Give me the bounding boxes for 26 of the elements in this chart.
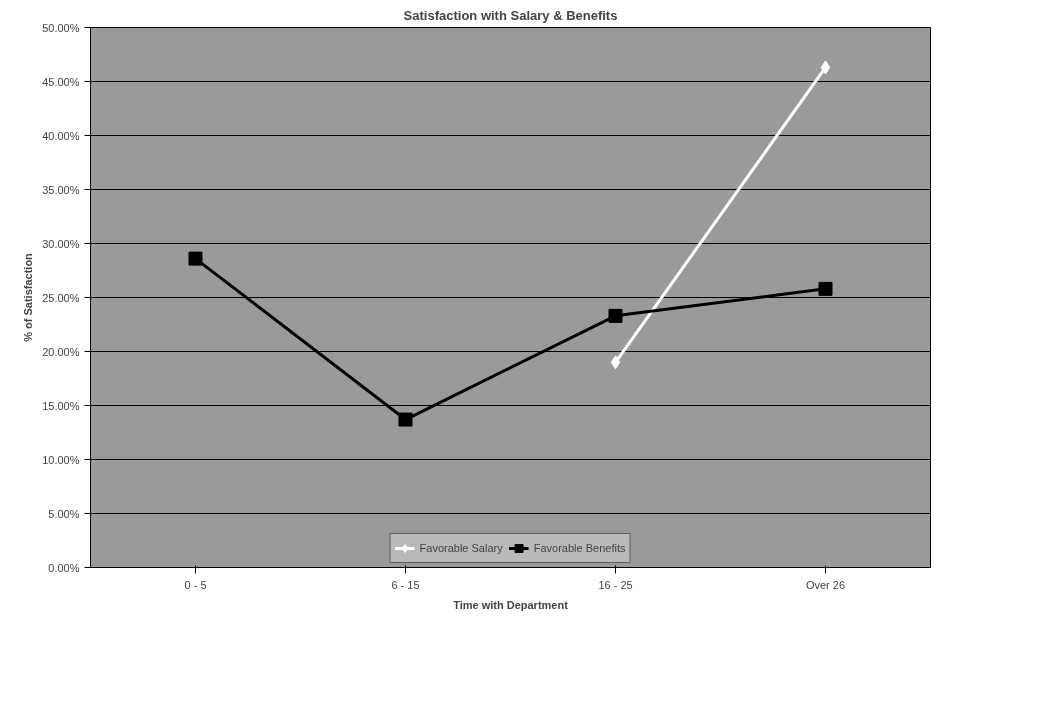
x-tick-label: 6 - 15 (391, 578, 420, 591)
legend-label: Favorable Benefits (533, 542, 626, 554)
chart-title: Satisfaction with Salary & Benefits (403, 7, 618, 23)
y-tick-label: 25.00% (42, 291, 80, 304)
y-tick-label: 5.00% (48, 507, 80, 520)
x-axis-title: Time with Department (453, 598, 569, 611)
x-tick-label: 16 - 25 (598, 578, 633, 591)
point (820, 60, 831, 75)
legend-label: Favorable Salary (419, 542, 503, 554)
y-axis-title: % of Satisfaction (22, 252, 35, 342)
y-tick-label: 40.00% (42, 129, 80, 142)
y-tick-label: 15.00% (42, 399, 80, 412)
y-tick-label: 30.00% (42, 237, 80, 250)
y-tick-label: 45.00% (42, 75, 80, 88)
point (610, 355, 621, 370)
x-tick-label: Over 26 (805, 578, 846, 591)
point (188, 251, 203, 266)
y-tick-label: 50.00% (42, 21, 80, 34)
x-tick-label: 0 - 5 (184, 578, 207, 591)
y-tick-label: 20.00% (42, 345, 80, 358)
y-tick-label: 35.00% (42, 183, 80, 196)
y-tick-label: 0.00% (48, 561, 80, 574)
point (398, 412, 413, 427)
point (608, 308, 623, 323)
y-tick-label: 10.00% (42, 453, 80, 466)
point (818, 281, 833, 296)
